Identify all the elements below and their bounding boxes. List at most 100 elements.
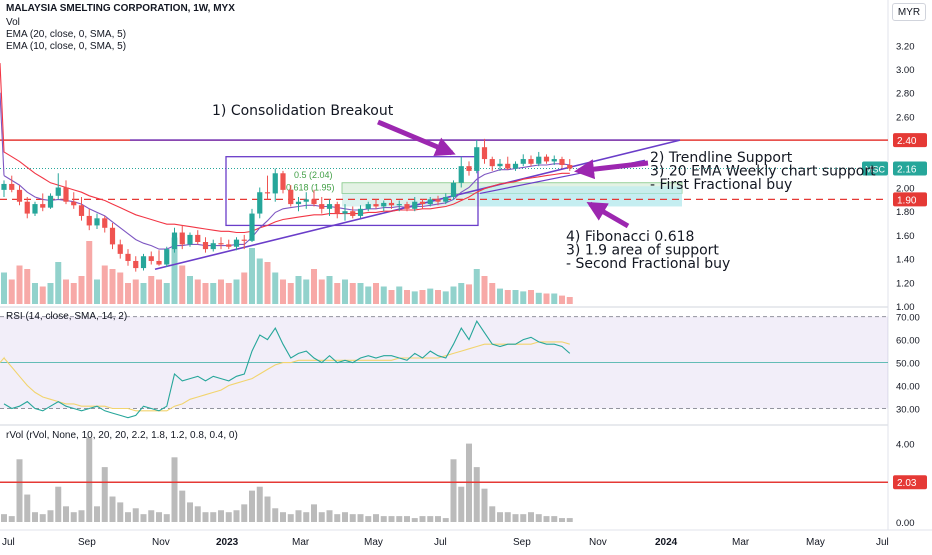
candle-body <box>350 211 356 216</box>
rsi-title[interactable]: RSI (14, close, SMA, 14, 2) <box>6 311 128 322</box>
candle-body <box>388 202 395 206</box>
ema10-legend[interactable]: EMA (10, close, 0, SMA, 5) <box>6 41 127 52</box>
ticker-badge <box>862 161 888 176</box>
rvol-bar <box>148 510 155 522</box>
candle-body <box>40 204 46 208</box>
rvol-bar <box>256 486 263 522</box>
candle-body <box>133 260 139 269</box>
candle-body <box>272 173 278 194</box>
candle-body <box>195 234 201 243</box>
rvol-bar <box>179 490 186 522</box>
price-tick-label: 1.80 <box>896 207 915 218</box>
volume-bar <box>311 269 317 304</box>
volume-bar <box>481 276 488 304</box>
rvol-bar <box>396 516 403 522</box>
volume-bar <box>101 265 108 304</box>
volume-bar <box>24 269 31 304</box>
candle-body <box>16 189 23 202</box>
price-tick-label: 1.60 <box>896 231 915 242</box>
candle-body <box>520 159 526 164</box>
volume-bar <box>241 272 248 304</box>
rvol-bar <box>117 502 124 522</box>
volume-bar <box>156 279 162 304</box>
symbol-title[interactable]: MALAYSIA SMELTING CORPORATION, 1W, MYX <box>6 3 235 14</box>
volume-bar <box>504 290 511 304</box>
vol-legend[interactable]: Vol <box>6 17 20 28</box>
rvol-bar <box>249 490 255 522</box>
volume-bar <box>32 283 38 304</box>
currency-button[interactable]: MYR <box>892 3 926 21</box>
fib-05-label: 0.5 (2.04) <box>294 170 333 180</box>
rvol-bar <box>535 514 542 522</box>
arrow-trendline <box>574 159 649 180</box>
candle-body <box>140 256 147 269</box>
rvol-bar <box>86 437 93 522</box>
volume-bar <box>109 269 116 304</box>
time-axis-label: Nov <box>589 537 607 548</box>
rvol-bar <box>233 510 240 522</box>
candle-body <box>9 183 15 190</box>
volume-bar <box>520 291 527 304</box>
volume-bar <box>16 265 23 304</box>
volume-bar <box>543 293 550 304</box>
rsi-line <box>3 320 571 419</box>
price-tick-label: 1.00 <box>896 302 915 313</box>
price-tick-label: 2.60 <box>896 112 915 123</box>
rsi-tick-label: 40.00 <box>896 382 920 393</box>
candle-body <box>86 215 92 226</box>
volume-bar <box>528 290 534 304</box>
rvol-bar <box>272 508 279 522</box>
volume-bar <box>8 279 15 304</box>
candle-body <box>171 232 178 250</box>
candle-body <box>32 204 38 214</box>
rsi-tick-label: 30.00 <box>896 405 920 416</box>
volume-bar <box>450 286 457 304</box>
volume-bar <box>427 288 434 304</box>
rvol-bar <box>210 512 217 522</box>
volume-bar <box>535 292 542 304</box>
rvol-bar <box>295 510 302 522</box>
volume-bar <box>78 276 85 304</box>
volume-bar <box>473 269 480 304</box>
annotation-fibonacci-line: - Second Fractional buy <box>566 256 730 272</box>
ema20-legend[interactable]: EMA (20, close, 0, SMA, 5) <box>6 29 127 40</box>
volume-bar <box>404 290 410 304</box>
time-axis-label: Sep <box>78 537 96 548</box>
candle-body <box>71 201 77 206</box>
candle-body <box>78 205 85 216</box>
rvol-bar <box>334 514 341 522</box>
rsi-tick-label: 50.00 <box>896 359 920 370</box>
rvol-tick-label: 4.00 <box>896 440 915 451</box>
rvol-bar <box>63 506 69 522</box>
rvol-bar <box>458 486 465 522</box>
rvol-bar <box>8 516 15 522</box>
arrow-fibonacci <box>586 201 630 229</box>
volume-bar <box>303 279 310 304</box>
arrow-consolidation <box>377 119 456 157</box>
rvol-bar <box>318 512 325 522</box>
time-axis-label: 2023 <box>216 537 239 548</box>
rvol-bar <box>388 516 395 522</box>
rvol-bar <box>528 512 534 522</box>
candle-body <box>94 218 100 226</box>
price-badge-190-label: 1.90 <box>897 195 917 206</box>
rvol-bar <box>450 459 457 522</box>
annotation-consolidation: 1) Consolidation Breakout <box>212 103 394 119</box>
volume-bar <box>349 283 356 304</box>
volume-bar <box>194 279 201 304</box>
rvol-bar <box>39 514 46 522</box>
volume-bar <box>380 286 387 304</box>
volume-bar <box>233 279 240 304</box>
annotation-trendline-line: 3) 20 EMA Weekly chart support <box>650 164 876 180</box>
time-axis-label: Sep <box>513 537 531 548</box>
support-zone <box>480 186 682 207</box>
volume-bar <box>497 288 503 304</box>
rvol-bar <box>280 512 286 522</box>
rvol-title[interactable]: rVol (rVol, None, 10, 20, 20, 2.2, 1.8, … <box>6 430 238 441</box>
price-badge-last <box>893 161 927 176</box>
volume-bar <box>63 279 69 304</box>
rvol-bar <box>559 518 565 522</box>
candle-body <box>497 163 503 167</box>
